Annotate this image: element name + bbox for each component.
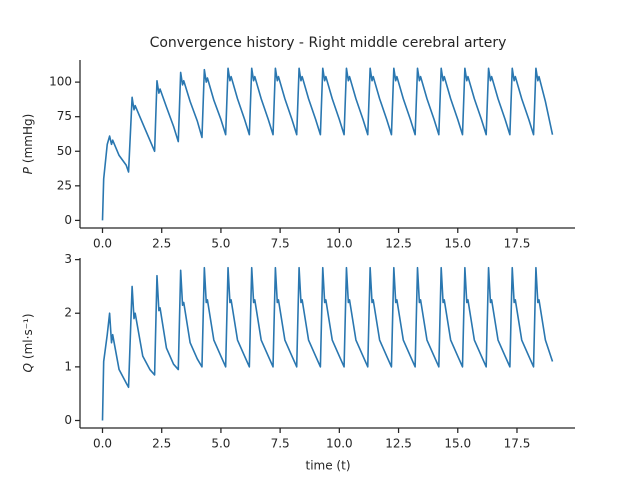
y-tick-label: 0	[64, 413, 72, 427]
x-tick-label: 2.5	[152, 437, 171, 451]
y-axis-label: Q (ml·s⁻¹)	[21, 313, 35, 372]
x-tick-label: 15.0	[444, 237, 471, 251]
y-tick-label: 50	[57, 144, 72, 158]
y-label-unit: (mmHg)	[21, 114, 35, 163]
x-tick-label: 7.5	[271, 437, 290, 451]
x-tick-label: 12.5	[385, 237, 412, 251]
y-tick-label: 25	[57, 178, 72, 192]
y-axis-label: P (mmHg)	[21, 114, 35, 175]
y-tick-label: 3	[64, 252, 72, 266]
x-tick-label: 17.5	[504, 437, 531, 451]
x-tick-label: 5.0	[211, 437, 230, 451]
x-tick-label: 17.5	[504, 237, 531, 251]
y-label-symbol: Q	[21, 363, 35, 372]
x-tick-label: 10.0	[326, 237, 353, 251]
x-tick-label: 15.0	[444, 437, 471, 451]
y-tick-label: 0	[64, 213, 72, 227]
x-tick-label: 7.5	[271, 237, 290, 251]
y-tick-label: 2	[64, 306, 72, 320]
x-tick-label: 2.5	[152, 237, 171, 251]
x-tick-label: 12.5	[385, 437, 412, 451]
x-tick-label: 0.0	[93, 437, 112, 451]
y-label-unit: (ml·s⁻¹)	[21, 313, 35, 359]
y-label-symbol: P	[21, 166, 35, 174]
y-tick-label: 75	[57, 109, 72, 123]
data-line	[101, 266, 554, 421]
chart-title: Convergence history - Right middle cereb…	[150, 35, 507, 51]
x-tick-label: 10.0	[326, 437, 353, 451]
y-tick-label: 1	[64, 359, 72, 373]
y-tick-label: 100	[49, 75, 72, 89]
data-line	[101, 67, 554, 221]
x-tick-label: 5.0	[211, 237, 230, 251]
x-axis-label: time (t)	[306, 459, 351, 473]
x-tick-label: 0.0	[93, 237, 112, 251]
